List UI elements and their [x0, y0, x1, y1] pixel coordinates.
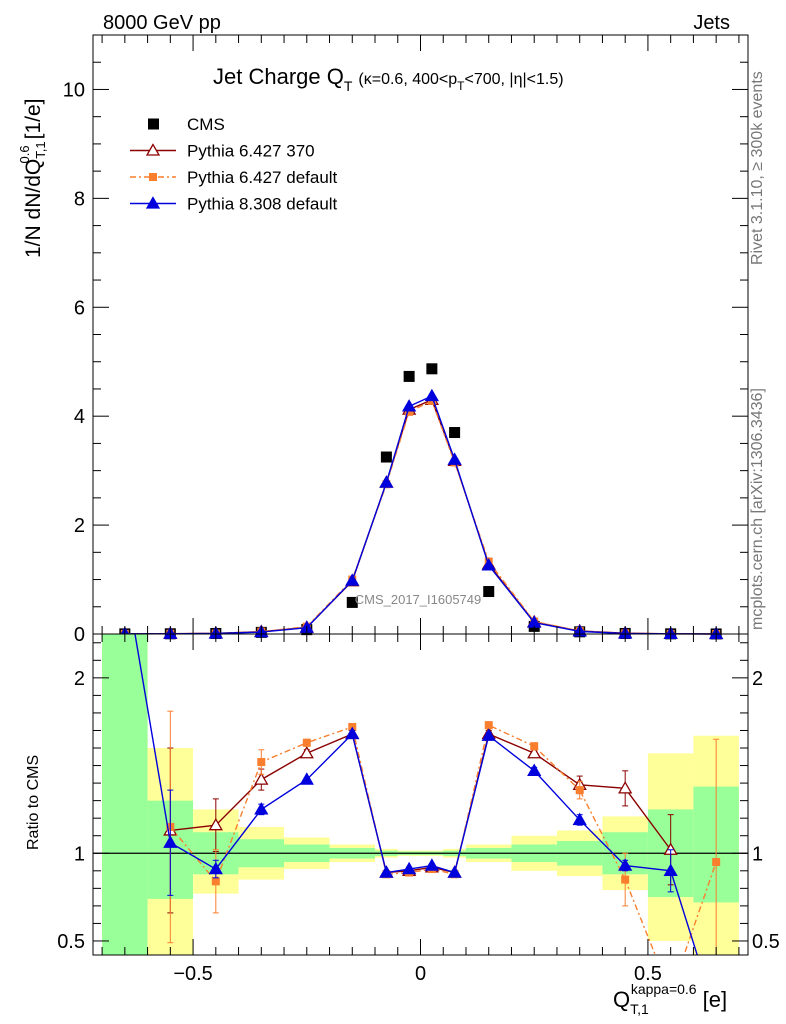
- x-tick-label: 0.5: [634, 963, 662, 985]
- ratio-point: [299, 772, 314, 785]
- legend-entry: Pythia 6.427 370: [130, 142, 315, 161]
- legend-marker: [149, 173, 157, 181]
- ratio-point: [299, 745, 314, 759]
- ratio-point: [484, 721, 493, 730]
- x-axis-label: QT,1kappa=0.6 [e]: [613, 981, 727, 1017]
- legend-label: Pythia 6.427 default: [187, 168, 338, 187]
- ratio-panel: 0.5 0.5 1 1 2 2 −0.5 0 0.5: [57, 633, 780, 985]
- main-point: [481, 558, 496, 571]
- main-point: [402, 399, 417, 412]
- ratio-line: [170, 733, 672, 874]
- ratio-point: [379, 865, 394, 878]
- ratio-point: [402, 861, 417, 875]
- main-point: [345, 573, 360, 586]
- analysis-watermark: CMS_2017_I1605749: [355, 592, 482, 607]
- y-tick-label: 4: [74, 406, 85, 428]
- ratio-series-0: [163, 726, 678, 914]
- main-point: [449, 427, 461, 439]
- main-point: [346, 596, 358, 608]
- ratio-point: [208, 861, 223, 875]
- ratio-point: [447, 865, 462, 878]
- ratio-point: [345, 726, 360, 740]
- ratio-series-layer: [134, 634, 721, 955]
- legend-label: CMS: [187, 115, 225, 134]
- ratio-point: [530, 742, 539, 751]
- legend-entry: Pythia 8.308 default: [130, 195, 338, 214]
- y-tick-label: 6: [74, 297, 85, 319]
- ratio-line: [134, 634, 698, 955]
- ratio-point: [208, 817, 223, 831]
- ratio-point: [481, 728, 496, 741]
- main-point: [380, 451, 392, 463]
- ratio-point: [527, 763, 542, 776]
- ratio-point: [211, 877, 220, 886]
- legend-entry: Pythia 6.427 default: [130, 168, 338, 187]
- ratio-point: [572, 812, 587, 826]
- ratio-series-2: [134, 634, 698, 955]
- y-tick-label: 8: [74, 188, 85, 210]
- ratio-point: [575, 786, 584, 795]
- collision-label: 8000 GeV pp: [103, 12, 221, 34]
- ratio-y-axis-label: Ratio to CMS: [25, 755, 42, 850]
- main-point: [379, 475, 394, 488]
- ratio-point: [257, 758, 266, 767]
- band-inner: [102, 634, 148, 955]
- ratio-y-tick-label: 2: [74, 668, 85, 690]
- legend-marker: [145, 143, 161, 156]
- ratio-y-tick-label-right: 0.5: [752, 931, 780, 953]
- main-point: [403, 370, 415, 382]
- ratio-point: [621, 875, 630, 884]
- legend: CMS Pythia 6.427 370 Pythia 6.427 default P…: [130, 115, 338, 214]
- ratio-point: [302, 738, 311, 747]
- legend-marker: [148, 118, 159, 130]
- ratio-lines: [134, 634, 721, 955]
- x-tick-label: −0.5: [173, 963, 212, 985]
- main-point: [483, 586, 495, 598]
- category-label: Jets: [693, 12, 730, 34]
- rivet-label: Rivet 3.1.10, ≥ 300k events: [749, 71, 766, 265]
- ratio-y-tick-label-right: 1: [752, 843, 763, 865]
- legend-entry: CMS: [148, 115, 225, 134]
- mcplots-label: mcplots.cern.ch [arXiv:1306.3436]: [749, 388, 766, 630]
- y-tick-label: 2: [74, 515, 85, 537]
- ratio-point: [163, 835, 178, 848]
- main-point: [447, 452, 462, 465]
- ratio-point: [618, 858, 633, 871]
- ratio-point: [424, 858, 439, 871]
- y-tick-label: 10: [63, 79, 85, 101]
- legend-label: Pythia 6.427 370: [187, 142, 315, 161]
- y-axis-label: 1/N dN/dQT,10.6[1/e]: [17, 98, 48, 258]
- main-ticks: 0 2 4 6 8 10: [63, 34, 748, 646]
- y-tick-label: 0: [74, 624, 85, 646]
- ratio-point: [618, 781, 633, 794]
- legend-label: Pythia 8.308 default: [187, 195, 338, 214]
- ratio-point: [527, 745, 542, 759]
- chart-title: Jet Charge QT (κ=0.6, 400<pT<700, |η|<1.5…: [213, 64, 564, 94]
- ratio-point: [254, 802, 269, 815]
- x-tick-label: 0: [415, 963, 426, 985]
- ratio-point: [663, 863, 678, 876]
- main-point: [424, 388, 439, 402]
- ratio-y-tick-label: 0.5: [57, 931, 85, 953]
- ratio-point: [254, 772, 269, 785]
- main-point: [405, 407, 414, 416]
- ratio-y-tick-label-right: 2: [752, 668, 763, 690]
- ratio-ticks: 0.5 0.5 1 1 2 2 −0.5 0 0.5: [57, 634, 780, 985]
- main-panel: CMS_2017_I1605749 0 2 4 6 8 10: [63, 34, 749, 646]
- legend-marker: [145, 196, 161, 209]
- ratio-y-tick-label: 1: [74, 843, 85, 865]
- ratio-point: [712, 858, 721, 867]
- main-point: [426, 363, 438, 375]
